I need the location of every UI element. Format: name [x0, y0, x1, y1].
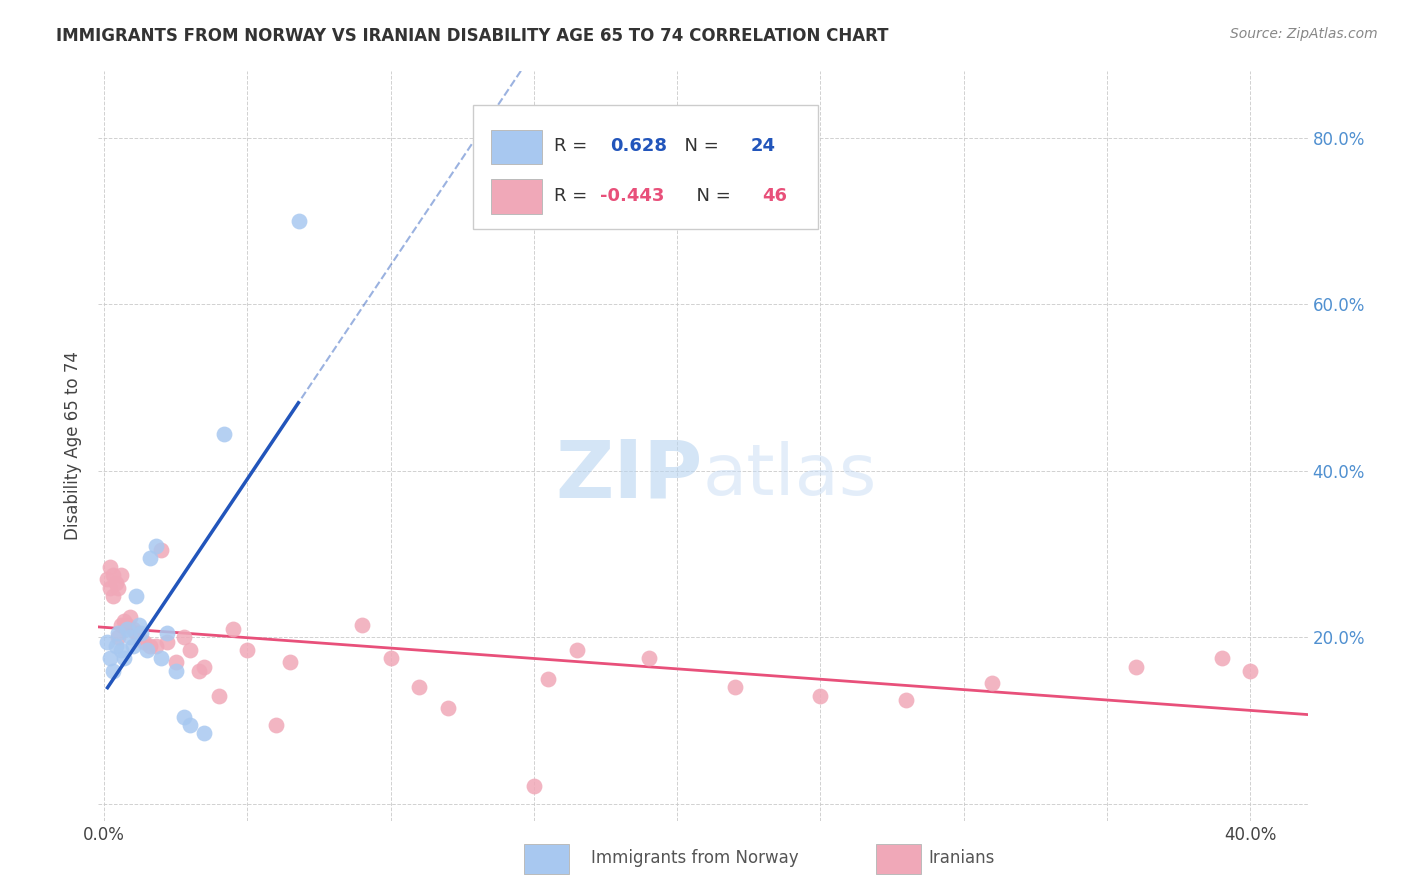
Text: 0.628: 0.628	[610, 137, 666, 155]
Point	[1211, 651, 1233, 665]
Point	[156, 634, 179, 648]
Text: N =: N =	[672, 137, 724, 155]
Point	[150, 651, 173, 665]
Point	[264, 718, 287, 732]
Text: Iranians: Iranians	[928, 849, 994, 867]
Text: ZIP: ZIP	[555, 437, 703, 515]
Point	[121, 622, 143, 636]
Point	[350, 618, 373, 632]
Point	[437, 701, 460, 715]
Point	[193, 659, 215, 673]
Text: -0.443: -0.443	[600, 187, 665, 205]
Point	[107, 626, 129, 640]
Point	[408, 681, 430, 695]
Point	[115, 618, 138, 632]
Point	[128, 618, 150, 632]
Text: Immigrants from Norway: Immigrants from Norway	[591, 849, 799, 867]
Point	[537, 672, 560, 686]
Point	[165, 656, 187, 670]
Point	[222, 622, 245, 636]
Point	[179, 643, 201, 657]
Text: R =: R =	[554, 187, 593, 205]
Point	[110, 643, 132, 657]
FancyBboxPatch shape	[492, 179, 543, 214]
Point	[236, 643, 259, 657]
Point	[723, 681, 745, 695]
Point	[104, 576, 127, 591]
Text: N =: N =	[685, 187, 737, 205]
Point	[118, 631, 141, 645]
Point	[134, 634, 156, 648]
Point	[118, 609, 141, 624]
Point	[101, 568, 124, 582]
Text: R =: R =	[554, 137, 599, 155]
Text: Source: ZipAtlas.com: Source: ZipAtlas.com	[1230, 27, 1378, 41]
Point	[173, 631, 195, 645]
FancyBboxPatch shape	[474, 105, 818, 228]
Point	[124, 626, 146, 640]
Point	[121, 639, 143, 653]
Point	[110, 568, 132, 582]
Point	[110, 618, 132, 632]
Point	[214, 426, 236, 441]
Point	[96, 634, 118, 648]
Point	[981, 676, 1004, 690]
Point	[173, 709, 195, 723]
Point	[280, 656, 302, 670]
Point	[131, 626, 153, 640]
Point	[104, 639, 127, 653]
Point	[637, 651, 659, 665]
Point	[115, 622, 138, 636]
Text: IMMIGRANTS FROM NORWAY VS IRANIAN DISABILITY AGE 65 TO 74 CORRELATION CHART: IMMIGRANTS FROM NORWAY VS IRANIAN DISABI…	[56, 27, 889, 45]
Point	[1239, 664, 1261, 678]
Point	[145, 539, 167, 553]
Point	[112, 651, 135, 665]
Point	[145, 639, 167, 653]
Point	[96, 572, 118, 586]
Point	[101, 589, 124, 603]
Point	[150, 543, 173, 558]
Y-axis label: Disability Age 65 to 74: Disability Age 65 to 74	[65, 351, 83, 541]
Point	[139, 551, 162, 566]
Text: 46: 46	[762, 187, 787, 205]
Point	[179, 718, 201, 732]
Point	[1125, 659, 1147, 673]
Point	[187, 664, 209, 678]
FancyBboxPatch shape	[492, 129, 543, 164]
Point	[107, 631, 129, 645]
Point	[523, 779, 546, 793]
Point	[98, 651, 121, 665]
Point	[98, 581, 121, 595]
Point	[128, 631, 150, 645]
Point	[896, 693, 918, 707]
Point	[101, 664, 124, 678]
Point	[193, 726, 215, 740]
Point	[165, 664, 187, 678]
Text: 24: 24	[751, 137, 775, 155]
Point	[107, 581, 129, 595]
Point	[208, 689, 231, 703]
Point	[112, 614, 135, 628]
Point	[288, 214, 311, 228]
Text: atlas: atlas	[703, 442, 877, 510]
Point	[810, 689, 832, 703]
Point	[380, 651, 402, 665]
Point	[565, 643, 588, 657]
Point	[156, 626, 179, 640]
Point	[124, 589, 146, 603]
Point	[139, 639, 162, 653]
Point	[98, 559, 121, 574]
Point	[136, 643, 159, 657]
